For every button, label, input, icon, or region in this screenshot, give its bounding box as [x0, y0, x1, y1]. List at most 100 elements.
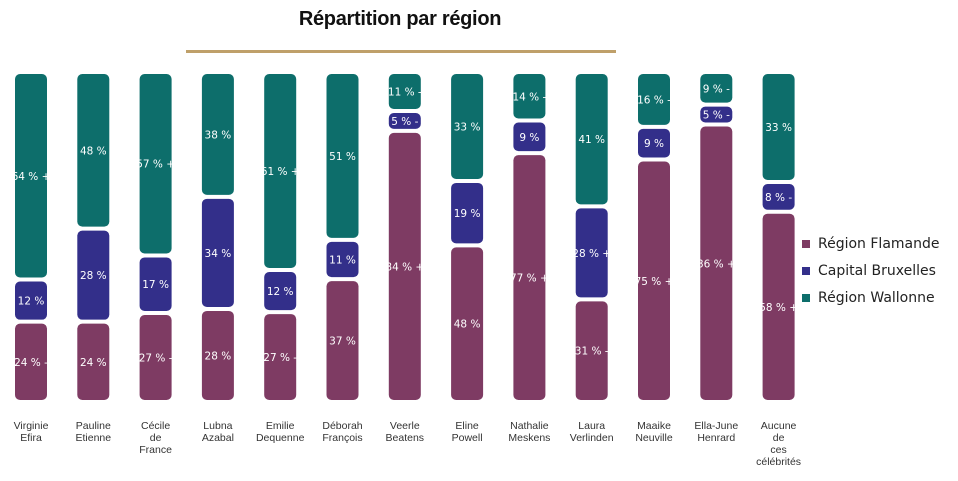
data-label: 9 % — [644, 138, 664, 150]
data-label: 31 % - — [575, 346, 609, 358]
bar-bruxelles — [762, 184, 795, 210]
category-label: Cécile de France — [139, 420, 172, 456]
bar-bruxelles — [15, 281, 47, 320]
data-label: 9 % - — [703, 83, 730, 95]
title-underline — [186, 50, 616, 53]
data-label: 16 % - — [637, 94, 671, 106]
data-label: 27 % - — [139, 352, 173, 364]
legend-label: Région Flamande — [818, 235, 940, 252]
data-label: 34 % — [205, 248, 232, 260]
category-label: Pauline Etienne — [75, 420, 111, 444]
data-label: 61 % + — [261, 166, 300, 178]
bar-wallonne — [326, 74, 359, 238]
data-label: 33 % — [454, 121, 481, 133]
bar-wallonne — [201, 74, 234, 195]
category-label: Ella-June Henrard — [694, 420, 738, 444]
legend-label: Région Wallonne — [818, 289, 935, 306]
data-label: 9 % — [519, 132, 539, 144]
bar-flamande — [700, 126, 733, 401]
bar-wallonne — [77, 74, 110, 227]
data-label: 28 % — [80, 270, 107, 282]
bar-bruxelles — [264, 271, 297, 311]
bar-wallonne — [139, 74, 172, 254]
data-label: 58 % + — [759, 302, 798, 314]
bar-bruxelles — [388, 112, 421, 129]
category-label: Aucune de ces célébrités — [756, 420, 801, 468]
bar-flamande — [201, 310, 234, 400]
data-label: 5 % - — [391, 116, 418, 128]
legend-item-bruxelles: Capital Bruxelles — [802, 257, 940, 284]
data-label: 14 % - — [512, 91, 546, 103]
data-label: 77 % + — [510, 273, 549, 285]
bar-flamande — [638, 161, 670, 400]
data-label: 57 % + — [136, 159, 175, 171]
data-label: 12 % — [267, 286, 294, 298]
data-label: 51 % — [329, 151, 356, 163]
bar-flamande — [15, 323, 47, 400]
legend-item-wallonne: Région Wallonne — [802, 284, 940, 311]
bar-bruxelles — [638, 128, 670, 158]
bar-flamande — [513, 155, 546, 400]
bar-flamande — [575, 301, 608, 400]
category-label: Laura Verlinden — [570, 420, 614, 444]
data-label: 64 % + — [12, 171, 51, 183]
legend-swatch — [802, 293, 810, 302]
data-label: 19 % — [454, 208, 481, 220]
bar-bruxelles — [201, 198, 234, 307]
category-label: Nathalie Meskens — [508, 420, 550, 444]
bar-wallonne — [264, 74, 297, 268]
legend: Région Flamande Capital Bruxelles Région… — [802, 230, 940, 311]
bar-bruxelles — [700, 106, 733, 123]
data-label: 12 % — [18, 296, 45, 308]
category-label: Déborah François — [322, 420, 362, 444]
data-label: 24 % — [80, 357, 107, 369]
category-label: Eline Powell — [452, 420, 483, 444]
category-label: Emilie Dequenne — [256, 420, 305, 444]
bar-bruxelles — [575, 208, 608, 298]
data-label: 27 % - — [263, 352, 297, 364]
data-label: 41 % — [578, 134, 605, 146]
bar-bruxelles — [77, 230, 110, 320]
bar-wallonne — [638, 74, 670, 125]
bar-bruxelles — [451, 182, 484, 244]
data-label: 86 % + — [697, 258, 736, 270]
data-label: 38 % — [205, 129, 232, 141]
bar-wallonne — [15, 74, 47, 278]
data-label: 33 % — [765, 122, 792, 134]
bar-flamande — [388, 132, 421, 400]
data-label: 28 % — [205, 350, 232, 362]
category-label: Maaike Neuville — [635, 420, 673, 444]
data-label: 11 % — [329, 254, 356, 266]
bar-flamande — [77, 323, 110, 400]
data-label: 5 % - — [703, 110, 730, 122]
bar-flamande — [762, 213, 795, 400]
bar-flamande — [264, 314, 297, 400]
bar-wallonne — [575, 74, 608, 205]
bar-flamande — [326, 281, 359, 400]
data-label: 75 % + — [635, 276, 674, 288]
chart-title: Répartition par région — [298, 8, 502, 30]
data-label: 28 % + — [572, 248, 611, 260]
bar-bruxelles — [326, 241, 359, 278]
bar-wallonne — [762, 74, 795, 180]
data-label: 37 % — [329, 336, 356, 348]
category-label: Lubna Azabal — [202, 420, 234, 444]
bar-bruxelles — [513, 122, 546, 152]
bar-wallonne — [513, 74, 546, 119]
data-label: 84 % + — [385, 261, 424, 273]
data-label: 8 % - — [765, 192, 792, 204]
data-label: 48 % — [454, 319, 481, 331]
bar-flamande — [451, 247, 484, 400]
data-label: 48 % — [80, 145, 107, 157]
legend-swatch — [802, 239, 810, 248]
legend-item-flamande: Région Flamande — [802, 230, 940, 257]
category-label: Virginie Efira — [14, 420, 49, 444]
bars-group: 24 % - 12 % 64 % + 24 % 28 % 48 % 27 % - 17 % 57… — [12, 74, 798, 401]
category-label: Veerle Beatens — [386, 420, 425, 444]
legend-label: Capital Bruxelles — [818, 262, 936, 279]
data-label: 24 % - — [14, 357, 48, 369]
data-label: 17 % — [142, 279, 169, 291]
bar-wallonne — [451, 74, 484, 179]
legend-swatch — [802, 266, 810, 275]
